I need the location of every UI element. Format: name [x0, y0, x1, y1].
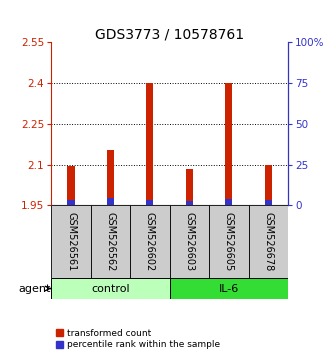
Text: GSM526561: GSM526561: [66, 212, 76, 271]
Text: GSM526605: GSM526605: [224, 212, 234, 271]
Text: agent: agent: [18, 284, 51, 293]
Bar: [225, 199, 232, 205]
Text: GSM526602: GSM526602: [145, 212, 155, 271]
Legend: transformed count, percentile rank within the sample: transformed count, percentile rank withi…: [56, 329, 220, 349]
Bar: [225, 83, 232, 205]
Text: GSM526678: GSM526678: [263, 212, 273, 271]
Bar: [68, 166, 74, 205]
FancyBboxPatch shape: [130, 205, 169, 278]
Bar: [146, 200, 154, 205]
Bar: [107, 198, 114, 205]
Text: GSM526562: GSM526562: [106, 212, 116, 271]
FancyBboxPatch shape: [169, 278, 288, 299]
FancyBboxPatch shape: [169, 205, 209, 278]
Bar: [68, 200, 74, 205]
Bar: [107, 150, 114, 205]
Bar: [265, 165, 272, 205]
Bar: [265, 200, 272, 205]
Text: GSM526603: GSM526603: [184, 212, 194, 271]
FancyBboxPatch shape: [249, 205, 288, 278]
Text: IL-6: IL-6: [219, 284, 239, 293]
FancyBboxPatch shape: [209, 205, 249, 278]
Bar: [146, 83, 154, 205]
Bar: [186, 201, 193, 205]
Title: GDS3773 / 10578761: GDS3773 / 10578761: [95, 27, 244, 41]
FancyBboxPatch shape: [91, 205, 130, 278]
Text: control: control: [91, 284, 130, 293]
FancyBboxPatch shape: [51, 205, 91, 278]
Bar: [186, 169, 193, 205]
FancyBboxPatch shape: [51, 278, 169, 299]
